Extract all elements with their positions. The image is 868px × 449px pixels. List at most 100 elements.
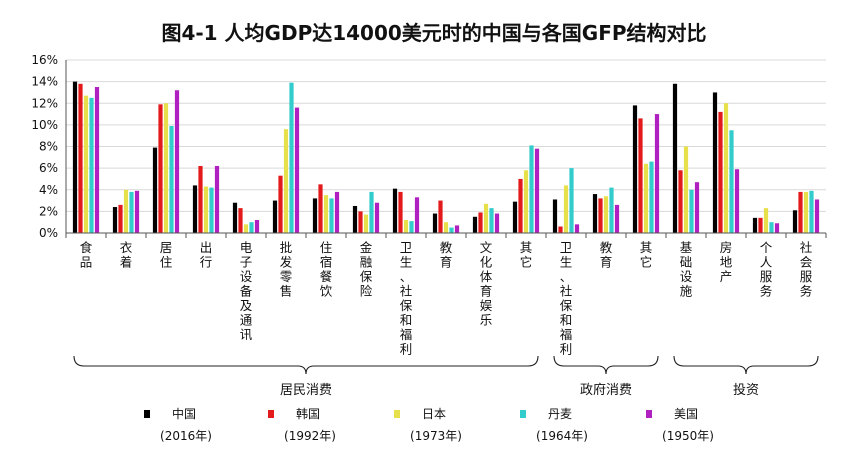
- bar-丹麦-12: [529, 145, 534, 233]
- bar-美国-18: [774, 223, 780, 233]
- bar-中国-9: [392, 188, 398, 233]
- bar-韩国-19: [798, 191, 803, 233]
- bar-韩国-18: [758, 217, 763, 233]
- legend-year: (1992年): [284, 429, 336, 443]
- bar-美国-12: [534, 148, 540, 233]
- bar-中国-14: [592, 194, 598, 233]
- x-category-label: 出行: [200, 240, 213, 270]
- bar-中国-19: [792, 210, 798, 233]
- bar-美国-11: [494, 213, 500, 233]
- legend-swatch: [268, 410, 274, 418]
- legend-swatch: [646, 410, 652, 418]
- bar-丹麦-1: [89, 97, 94, 233]
- x-category-label: 食品: [80, 240, 93, 270]
- bar-中国-3: [152, 147, 158, 233]
- bar-美国-14: [614, 204, 620, 233]
- bar-日本-6: [283, 129, 289, 233]
- x-category-label: 批发零售: [280, 240, 293, 299]
- bar-丹麦-18: [769, 222, 774, 233]
- bar-韩国-15: [638, 118, 643, 233]
- legend-label: 美国: [674, 407, 698, 421]
- bar-中国-2: [112, 207, 118, 233]
- legend-label: 韩国: [296, 406, 320, 421]
- bar-丹麦-9: [409, 221, 414, 233]
- bar-中国-11: [472, 216, 478, 233]
- bar-韩国-9: [398, 191, 403, 233]
- bar-中国-5: [232, 202, 238, 233]
- bar-日本-19: [803, 191, 809, 233]
- bar-日本-10: [443, 222, 449, 233]
- bar-美国-6: [294, 107, 300, 233]
- bar-日本-15: [643, 163, 649, 233]
- bar-丹麦-6: [289, 82, 294, 233]
- bar-中国-4: [192, 185, 198, 233]
- bar-丹麦-16: [689, 189, 694, 233]
- bar-韩国-17: [718, 111, 723, 233]
- bar-美国-16: [694, 182, 700, 233]
- bar-中国-6: [272, 200, 278, 233]
- bar-日本-11: [483, 203, 489, 233]
- bar-日本-1: [83, 95, 89, 234]
- y-tick-label: 14%: [31, 75, 58, 89]
- bar-日本-7: [323, 195, 329, 233]
- bar-丹麦-19: [809, 190, 814, 233]
- x-category-label: 卫生、社保和福利: [400, 240, 413, 357]
- bar-韩国-4: [198, 165, 203, 233]
- group-label: 居民消费: [280, 383, 332, 398]
- y-tick-label: 0%: [39, 226, 58, 240]
- x-category-label: 个人服务: [760, 240, 773, 299]
- bar-丹麦-17: [729, 130, 734, 233]
- bar-日本-2: [123, 189, 129, 233]
- y-tick-label: 10%: [31, 118, 58, 132]
- bar-日本-18: [763, 208, 769, 233]
- bar-丹麦-5: [249, 222, 254, 233]
- bar-中国-15: [632, 105, 638, 233]
- bar-韩国-16: [678, 170, 683, 233]
- bar-中国-10: [432, 213, 438, 233]
- legend-swatch: [520, 410, 526, 418]
- bar-丹麦-10: [449, 227, 454, 233]
- x-category-label: 电子设备及通讯: [240, 240, 253, 342]
- bar-美国-19: [814, 199, 820, 233]
- legend-label: 丹麦: [548, 407, 572, 421]
- bar-美国-1: [94, 87, 100, 233]
- legend-swatch: [394, 410, 400, 418]
- y-tick-label: 12%: [31, 96, 58, 110]
- bar-日本-14: [603, 196, 609, 233]
- bar-韩国-6: [278, 175, 283, 233]
- bar-中国-17: [712, 92, 718, 233]
- group-brace: [73, 355, 539, 375]
- legend-label: 日本: [422, 407, 446, 421]
- bar-韩国-10: [438, 200, 443, 233]
- bar-韩国-8: [358, 211, 363, 233]
- x-category-label: 金融保险: [360, 240, 373, 299]
- bar-丹麦-4: [209, 187, 214, 233]
- bar-丹麦-7: [329, 198, 334, 233]
- bar-韩国-2: [118, 204, 123, 233]
- bar-中国-8: [352, 205, 358, 233]
- bar-日本-16: [683, 146, 689, 233]
- legend-year: (1964年): [536, 429, 588, 443]
- x-category-label: 其它: [640, 240, 653, 270]
- bar-丹麦-13: [569, 168, 574, 233]
- bar-中国-12: [512, 201, 518, 233]
- bar-韩国-14: [598, 198, 603, 233]
- bar-丹麦-8: [369, 191, 374, 233]
- bar-中国-7: [312, 198, 318, 233]
- bar-韩国-7: [318, 184, 323, 233]
- bar-美国-8: [374, 202, 380, 233]
- x-category-label: 基础设施: [680, 240, 693, 299]
- bar-日本-3: [163, 103, 169, 233]
- x-category-label: 房地产: [720, 240, 733, 284]
- bar-韩国-5: [238, 208, 243, 233]
- x-category-label: 教育: [440, 240, 453, 270]
- group-label: 政府消费: [580, 383, 632, 398]
- bar-丹麦-15: [649, 161, 654, 233]
- bar-日本-8: [363, 214, 369, 233]
- group-label: 投资: [733, 382, 759, 398]
- chart-title: 图4-1 人均GDP达14000美元时的中国与各国GFP结构对比: [161, 21, 706, 45]
- y-tick-label: 4%: [39, 183, 58, 197]
- bar-日本-12: [523, 170, 529, 233]
- bar-日本-17: [723, 103, 729, 233]
